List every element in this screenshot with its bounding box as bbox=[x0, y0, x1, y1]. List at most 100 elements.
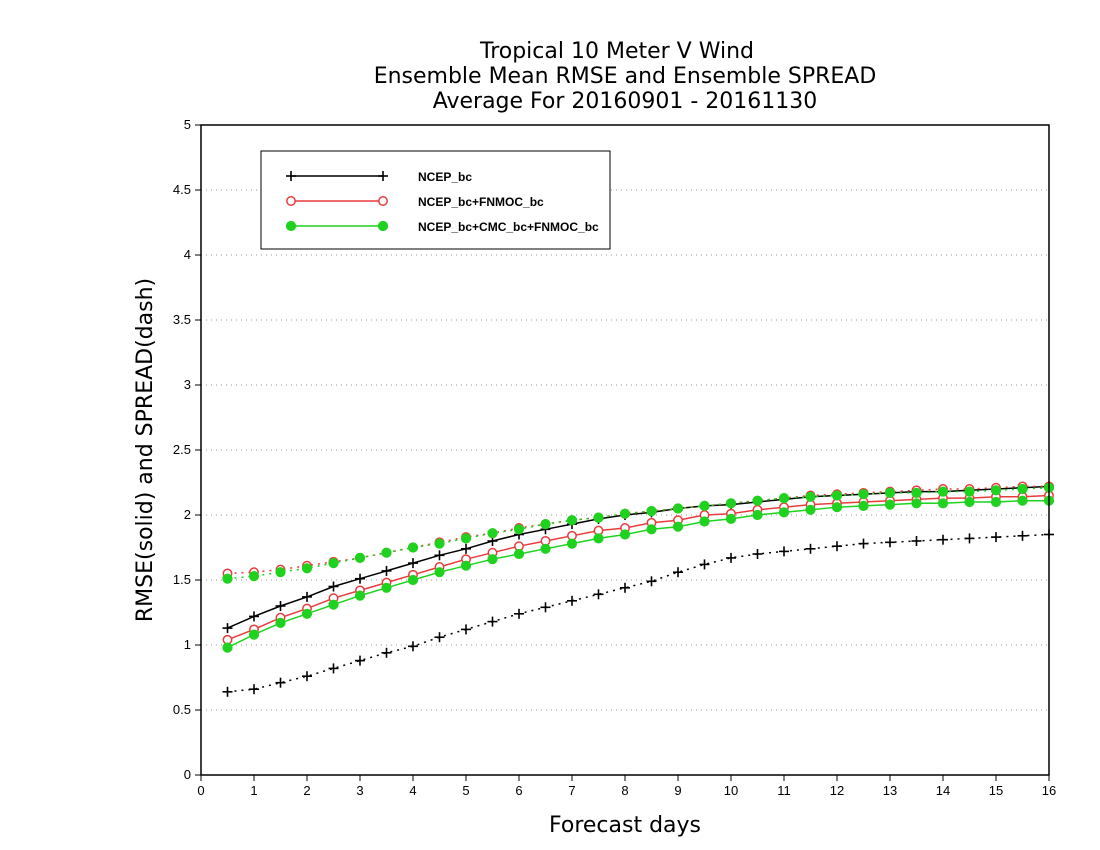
legend-label-ncep-fnmoc: NCEP_bc+FNMOC_bc bbox=[418, 195, 544, 209]
ncep-bc-spread-point bbox=[434, 632, 445, 643]
ncep-bc-cmc-bc-fnmoc-bc-rmse-point bbox=[434, 567, 445, 578]
legend-label-ncep-bc: NCEP_bc bbox=[418, 170, 472, 184]
x-tick-label: 14 bbox=[936, 783, 950, 798]
chart-title-line-1: Tropical 10 Meter V Wind bbox=[479, 39, 754, 64]
x-tick-label: 3 bbox=[356, 783, 363, 798]
legend-marker-ncep-bc-cmc-bc-fnmoc-bc bbox=[285, 220, 297, 232]
ncep-bc-cmc-bc-fnmoc-bc-spread-point bbox=[911, 487, 922, 498]
x-axis-label: Forecast days bbox=[549, 813, 701, 838]
ncep-bc-cmc-bc-fnmoc-bc-spread-point bbox=[725, 498, 737, 509]
ncep-bc-spread-point bbox=[593, 589, 604, 600]
ncep-bc-spread-point bbox=[302, 671, 312, 682]
y-tick-label: 3 bbox=[184, 377, 191, 392]
ncep-bc-cmc-bc-fnmoc-bc-spread-point bbox=[805, 491, 816, 502]
ncep-bc-spread-point bbox=[275, 677, 286, 688]
legend-label-ncep-cmc-fnmoc: NCEP_bc+CMC_bc+FNMOC_bc bbox=[418, 220, 599, 234]
chart-title-line-2: Ensemble Mean RMSE and Ensemble SPREAD bbox=[374, 64, 877, 89]
x-tick-label: 10 bbox=[724, 783, 738, 798]
ncep-bc-cmc-bc-fnmoc-bc-spread-point bbox=[407, 542, 419, 553]
ncep-bc-spread-point bbox=[328, 663, 339, 674]
ncep-bc-spread-point bbox=[646, 576, 657, 587]
ncep-bc-cmc-bc-fnmoc-bc-spread-point bbox=[540, 519, 551, 530]
ncep-bc-cmc-bc-fnmoc-bc-spread-point bbox=[831, 490, 843, 501]
ncep-bc-cmc-bc-fnmoc-bc-rmse-point bbox=[593, 533, 604, 544]
ncep-bc-cmc-bc-fnmoc-bc-spread-point bbox=[990, 485, 1002, 496]
ncep-bc-cmc-bc-fnmoc-bc-spread-point bbox=[752, 495, 763, 506]
ncep-bc-spread-point bbox=[461, 624, 471, 635]
ncep-bc-spread-point bbox=[832, 541, 842, 552]
legend-marker-ncep-bc-cmc-bc-fnmoc-bc bbox=[377, 220, 389, 232]
ncep-bc-rmse-point bbox=[249, 611, 259, 622]
ncep-bc-rmse-point bbox=[222, 623, 233, 634]
ncep-bc-spread-point bbox=[222, 686, 233, 697]
ncep-bc-rmse-point bbox=[355, 573, 365, 584]
x-tick-label: 16 bbox=[1042, 783, 1056, 798]
legend-marker-ncep-bc-fnmoc-bc bbox=[378, 196, 388, 206]
x-tick-label: 13 bbox=[883, 783, 897, 798]
ncep-bc-spread-point bbox=[779, 546, 789, 557]
x-tick-label: 12 bbox=[830, 783, 844, 798]
ncep-bc-spread-point bbox=[1017, 530, 1028, 541]
ncep-bc-cmc-bc-fnmoc-bc-spread-point bbox=[593, 512, 604, 523]
ncep-bc-cmc-bc-fnmoc-bc-spread-point bbox=[381, 547, 392, 558]
y-tick-label: 1 bbox=[184, 637, 191, 652]
legend-box bbox=[260, 150, 611, 250]
ncep-bc-spread-point bbox=[408, 641, 418, 652]
ncep-bc-cmc-bc-fnmoc-bc-rmse-point bbox=[990, 496, 1002, 508]
ncep-bc-cmc-bc-fnmoc-bc-rmse-point bbox=[540, 543, 551, 554]
ncep-bc-cmc-bc-fnmoc-bc-rmse-point bbox=[778, 507, 790, 518]
ncep-bc-rmse-point bbox=[461, 543, 471, 554]
ncep-bc-cmc-bc-fnmoc-bc-spread-point bbox=[434, 538, 445, 549]
legend-marker-ncep-bc bbox=[286, 171, 296, 181]
y-tick-label: 0 bbox=[184, 767, 191, 782]
ncep-bc-cmc-bc-fnmoc-bc-rmse-point bbox=[831, 502, 843, 513]
y-tick-label: 1.5 bbox=[173, 572, 191, 587]
legend-marker-ncep-bc-fnmoc-bc bbox=[286, 196, 296, 206]
x-tick-label: 1 bbox=[250, 783, 257, 798]
x-tick-label: 15 bbox=[989, 783, 1003, 798]
ncep-bc-spread-point bbox=[540, 602, 551, 613]
x-tick-label: 2 bbox=[303, 783, 310, 798]
ncep-bc-spread-point bbox=[938, 534, 948, 545]
ncep-bc-spread-line bbox=[227, 533, 1050, 693]
ncep-bc-cmc-bc-fnmoc-bc-rmse-point bbox=[911, 498, 922, 509]
ncep-bc-cmc-bc-fnmoc-bc-rmse-point bbox=[672, 521, 684, 532]
y-tick-label: 4 bbox=[184, 247, 191, 262]
ncep-bc-cmc-bc-fnmoc-bc-rmse-point bbox=[752, 509, 763, 521]
ncep-bc-cmc-bc-fnmoc-bc-rmse-point bbox=[964, 496, 975, 508]
plot-frame bbox=[200, 124, 1050, 776]
ncep-bc-cmc-bc-fnmoc-bc-rmse-point bbox=[275, 617, 286, 629]
ncep-bc-cmc-bc-fnmoc-bc-rmse-point bbox=[566, 538, 578, 549]
x-tick-label: 0 bbox=[197, 783, 204, 798]
ncep-bc-cmc-bc-fnmoc-bc-spread-point bbox=[646, 506, 657, 517]
ncep-bc-rmse-point bbox=[381, 565, 392, 576]
ncep-bc-cmc-bc-fnmoc-bc-spread-point bbox=[619, 508, 631, 519]
ncep-bc-cmc-bc-fnmoc-bc-rmse-point bbox=[407, 574, 419, 586]
ncep-bc-rmse-point bbox=[275, 601, 286, 611]
ncep-bc-cmc-bc-fnmoc-bc-rmse-point bbox=[937, 498, 949, 509]
ncep-bc-cmc-bc-fnmoc-bc-spread-point bbox=[460, 533, 472, 544]
ncep-bc-spread-point bbox=[991, 532, 1001, 543]
axis-ticks: 00.511.522.533.544.550 1 2 3 4 5 6 7 8 9 10 11 12 13 1… bbox=[173, 117, 1056, 798]
y-tick-label: 2.5 bbox=[173, 442, 191, 457]
ncep-bc-cmc-bc-fnmoc-bc-spread-point bbox=[248, 571, 260, 582]
ncep-bc-spread-point bbox=[726, 552, 736, 563]
ncep-bc-spread-point bbox=[514, 608, 524, 619]
ncep-bc-cmc-bc-fnmoc-bc-spread-point bbox=[275, 567, 286, 578]
ncep-bc-spread-point bbox=[620, 582, 630, 593]
ncep-bc-spread-point bbox=[381, 647, 392, 658]
ncep-bc-spread-point bbox=[885, 537, 895, 548]
ncep-bc-cmc-bc-fnmoc-bc-rmse-point bbox=[248, 629, 260, 640]
ncep-bc-cmc-bc-fnmoc-bc-rmse-point bbox=[354, 590, 366, 601]
chart-title-line-3: Average For 20160901 - 20161130 bbox=[433, 89, 818, 114]
ncep-bc-cmc-bc-fnmoc-bc-rmse-point bbox=[381, 582, 392, 593]
x-tick-label: 4 bbox=[409, 783, 416, 798]
ncep-bc-cmc-bc-fnmoc-bc-spread-point bbox=[301, 563, 313, 574]
ncep-bc-spread-point bbox=[964, 533, 975, 544]
x-tick-label: 8 bbox=[621, 783, 628, 798]
ncep-bc-cmc-bc-fnmoc-bc-spread-point bbox=[937, 486, 949, 497]
x-tick-label: 7 bbox=[568, 783, 575, 798]
ncep-bc-cmc-bc-fnmoc-bc-rmse-point bbox=[619, 529, 631, 540]
